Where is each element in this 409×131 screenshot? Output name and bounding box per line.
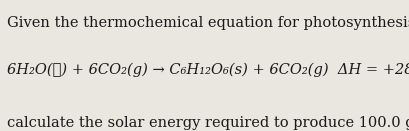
Text: 6H₂O(ℓ) + 6CO₂(g) → C₆H₁₂O₆(s) + 6CO₂(g)  ΔH = +2803 kJ/mol: 6H₂O(ℓ) + 6CO₂(g) → C₆H₁₂O₆(s) + 6CO₂(g)… [7, 63, 409, 77]
Text: calculate the solar energy required to produce 100.0 g of C₆H₁₂O₆ (: calculate the solar energy required to p… [7, 115, 409, 130]
Text: Given the thermochemical equation for photosynthesis,: Given the thermochemical equation for ph… [7, 16, 409, 30]
